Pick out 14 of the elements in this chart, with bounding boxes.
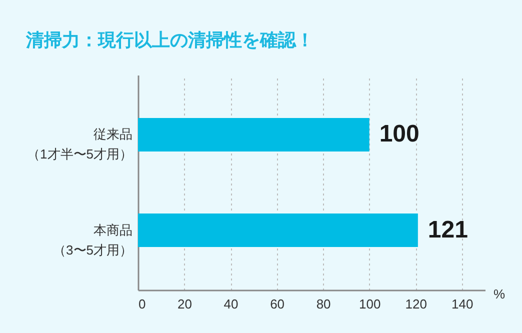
- x-tick-label: 100: [358, 296, 381, 312]
- x-axis-title: %: [494, 286, 506, 302]
- x-tick-label: 120: [405, 296, 427, 312]
- data-label: 100: [379, 120, 420, 148]
- x-tick-label: 40: [224, 296, 238, 312]
- x-tick-label: 80: [316, 296, 331, 312]
- y-tick-label: 従来品（1才半〜5才用）: [27, 126, 132, 162]
- data-label: 121: [428, 216, 468, 244]
- x-tick-label: 0: [138, 296, 146, 312]
- x-tick-label: 20: [178, 296, 192, 312]
- y-tick-label: 本商品（3〜5才用）: [53, 222, 132, 258]
- x-tick-label: 140: [452, 296, 474, 312]
- chart-title: 清掃力：現行以上の清掃性を確認！: [25, 30, 314, 50]
- x-tick-label: 60: [270, 296, 285, 312]
